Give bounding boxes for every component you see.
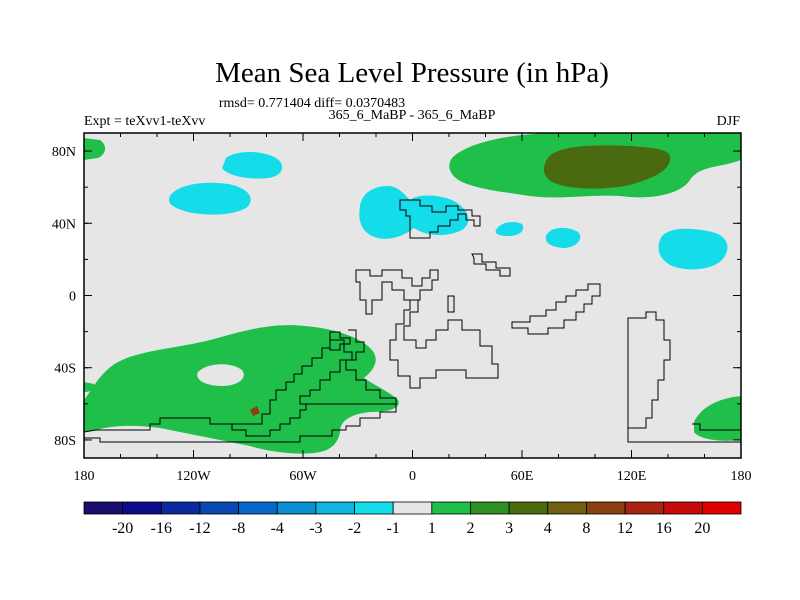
colorbar-swatch — [238, 501, 278, 515]
colorbar-swatch — [83, 501, 124, 515]
fill-wpac-negative — [658, 228, 728, 270]
colorbar-swatch — [354, 501, 394, 515]
fill-south-positive — [84, 325, 399, 454]
colorbar-swatch — [663, 501, 703, 515]
boundary-outlines — [84, 199, 741, 443]
x-tick-label: 180 — [731, 469, 752, 484]
colorbar-swatch — [470, 501, 510, 515]
chart-title: Mean Sea Level Pressure (in hPa) — [215, 57, 609, 89]
fill-easia-negative — [495, 222, 524, 236]
colorbar-swatch — [431, 501, 471, 515]
y-tick-label: 40N — [52, 217, 76, 232]
colorbar-swatch — [701, 501, 742, 515]
contour-fills — [84, 133, 741, 454]
colorbar-label: -3 — [309, 520, 322, 537]
colorbar-swatch — [547, 501, 587, 515]
colorbar-swatch — [624, 501, 665, 515]
outline-arabia — [511, 283, 601, 335]
colorbar-label: 8 — [582, 520, 590, 537]
colorbar-label: -8 — [232, 520, 245, 537]
outline-india — [471, 253, 511, 277]
outline-island — [447, 295, 455, 313]
colorbar-label: 4 — [544, 520, 552, 537]
left-label: Expt = teXvv1-teXvv — [84, 114, 205, 129]
fill-npac-negative — [222, 152, 283, 179]
outline-antarctica — [84, 404, 741, 443]
x-tick-label: 0 — [409, 469, 416, 484]
colorbar-label: 1 — [428, 520, 436, 537]
x-tick-label: 60W — [289, 469, 317, 484]
outline-south-america-b — [329, 331, 351, 351]
outline-australia — [627, 311, 671, 429]
y-tick-label: 0 — [69, 290, 76, 305]
colorbar-swatch — [586, 501, 626, 515]
stats-line: rmsd= 0.771404 diff= 0.0370483 — [219, 96, 405, 111]
colorbar-swatch — [508, 501, 549, 515]
fill-jp-negative — [545, 227, 581, 248]
y-axis: 80N 40N 0 40S 80S — [52, 145, 741, 449]
colorbar-swatch — [122, 501, 162, 515]
colorbar-label: -4 — [271, 520, 284, 537]
right-label: DJF — [717, 114, 741, 129]
x-tick-label: 120E — [617, 469, 647, 484]
colorbar-swatch — [199, 501, 239, 515]
colorbar-label: -20 — [112, 520, 133, 537]
outline-south-america — [84, 329, 397, 433]
colorbar-label: -12 — [189, 520, 210, 537]
x-axis: 180 120W 60W 0 60E 120E 180 — [74, 133, 752, 484]
colorbar-label: -16 — [151, 520, 172, 537]
colorbar-swatch — [392, 501, 433, 515]
fill-south-hole — [197, 364, 244, 386]
colorbar-label: 2 — [466, 520, 474, 537]
fill-nw-positive — [84, 138, 106, 160]
x-tick-label: 180 — [74, 469, 95, 484]
colorbar-swatch — [160, 501, 201, 515]
outline-inner-south — [220, 404, 307, 437]
outline-africa — [355, 269, 499, 389]
colorbar-label: -1 — [387, 520, 400, 537]
colorbar-label: 16 — [656, 520, 672, 537]
fill-south-speck — [250, 406, 260, 416]
outline-asia — [399, 199, 481, 239]
colorbar: -20 -16 -12 -8 -4 -3 -2 -1 1 2 3 4 8 12 16 20 — [83, 501, 742, 537]
colorbar-label: -2 — [348, 520, 361, 537]
fill-arctic-positive-strong — [543, 145, 671, 189]
y-tick-label: 80N — [52, 145, 76, 160]
colorbar-label: 3 — [505, 520, 513, 537]
fill-natl-negative — [168, 182, 251, 215]
colorbar-label: 20 — [694, 520, 710, 537]
colorbar-swatch — [315, 501, 355, 515]
colorbar-label: 12 — [617, 520, 633, 537]
colorbar-swatch — [276, 501, 317, 515]
x-tick-label: 60E — [511, 469, 534, 484]
x-tick-label: 120W — [176, 469, 211, 484]
y-tick-label: 80S — [54, 434, 76, 449]
center-label: 365_6_MaBP - 365_6_MaBP — [329, 108, 496, 123]
fill-south-edge — [84, 382, 95, 392]
y-tick-label: 40S — [54, 362, 76, 377]
